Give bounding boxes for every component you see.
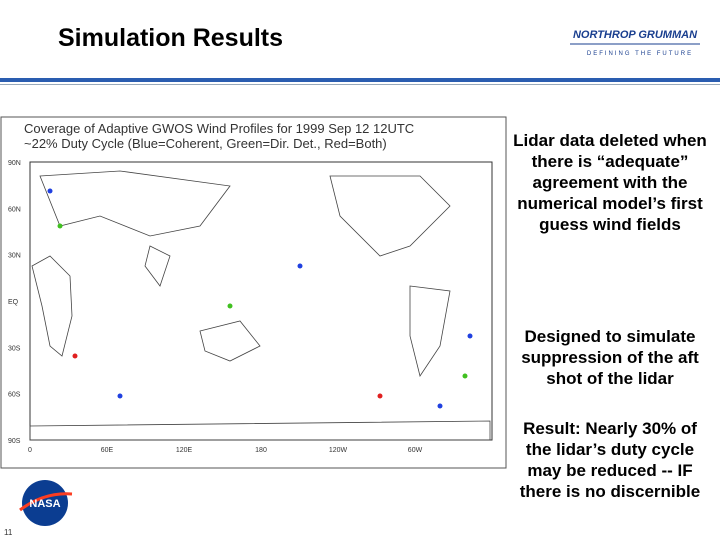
dot [297,263,303,269]
lat-label: 60S [8,392,21,399]
dot [47,188,53,194]
logo-name: NORTHROP GRUMMAN [573,29,698,41]
lat-label: 30N [8,253,21,260]
dot [57,223,63,229]
note-text: Result: Nearly 30% of the lidar’s duty c… [519,419,701,501]
lon-label: 180 [255,447,267,454]
plot-frame [29,161,493,441]
lon-label: 60E [101,447,114,454]
lat-label: 60N [8,206,21,213]
north-america [329,175,451,257]
logo-tagline: DEFINING THE FUTURE [587,51,693,57]
map-title: Coverage of Adaptive GWOS Wind Profiles … [24,121,414,136]
africa [31,255,73,357]
australia [199,320,261,362]
lon-label: 60W [408,447,423,454]
profile-dots [47,188,473,409]
dot [72,353,78,359]
header-rule [0,78,720,82]
page-number: 11 [4,528,13,537]
lon-label: 120E [176,447,193,454]
company-logo: NORTHROP GRUMMAN DEFINING THE FUTURE [570,29,700,57]
dot [437,403,443,409]
lat-label: 90S [8,438,21,445]
eurasia [39,170,231,237]
dot [467,333,473,339]
map-plot [29,161,493,441]
slide-title: Simulation Results [58,24,284,52]
header-rule-thin [0,84,720,85]
lon-label: 0 [28,447,32,454]
dot [227,303,233,309]
logo-swoosh [19,492,73,512]
coverage-map: Coverage of Adaptive GWOS Wind Profiles … [0,116,507,469]
antarctica [29,420,491,441]
india [144,245,171,287]
dot [117,393,123,399]
map-subtitle: ~22% Duty Cycle (Blue=Coherent, Green=Di… [24,136,387,151]
nasa-logo: NASA [19,480,73,526]
dot [462,373,468,379]
lat-label: 90N [8,160,21,167]
dot [377,393,383,399]
logo-text: NASA [29,498,60,510]
lat-label: 30S [8,345,21,352]
logo-disc [22,480,68,526]
note-text: Lidar data deleted when there is “adequa… [513,131,707,234]
south-america [409,285,451,377]
note-text: Designed to simulate suppression of the … [521,327,699,388]
lat-label: EQ [8,299,19,306]
lon-label: 120W [329,447,348,454]
coastlines [29,170,491,441]
